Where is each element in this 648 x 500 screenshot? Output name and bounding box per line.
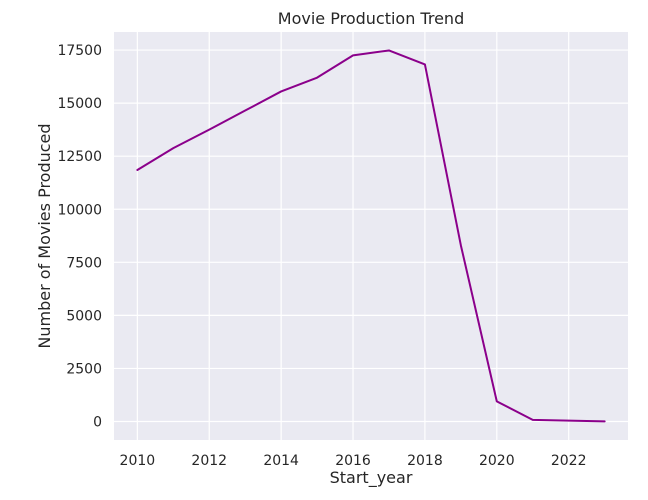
x-tick-label: 2018: [407, 453, 443, 469]
y-axis-label: Number of Movies Produced: [35, 123, 54, 348]
series-layer: [136, 49, 606, 423]
x-tick-label: 2020: [479, 453, 515, 469]
x-tick-label: 2016: [335, 453, 371, 469]
y-tick-label: 15000: [57, 96, 102, 112]
y-tick-label: 17500: [57, 43, 102, 59]
x-axis-label: Start_year: [330, 468, 413, 488]
y-tick-label: 7500: [66, 255, 102, 271]
tick-labels: 2010 2012 2014 2016 2018 2020 2022 0 2500 5000 750…: [57, 43, 586, 469]
series-line: [136, 49, 606, 423]
y-tick-label: 0: [93, 415, 102, 431]
chart-title: Movie Production Trend: [278, 9, 464, 28]
y-tick-label: 5000: [66, 308, 102, 324]
x-tick-label: 2014: [263, 453, 299, 469]
y-tick-label: 12500: [57, 149, 102, 165]
x-tick-label: 2022: [551, 453, 587, 469]
grid-lines: [114, 32, 628, 440]
x-tick-label: 2012: [191, 453, 227, 469]
plot-area: [114, 32, 628, 440]
x-tick-label: 2010: [120, 453, 156, 469]
y-tick-label: 2500: [66, 361, 102, 377]
y-tick-label: 10000: [57, 202, 102, 218]
